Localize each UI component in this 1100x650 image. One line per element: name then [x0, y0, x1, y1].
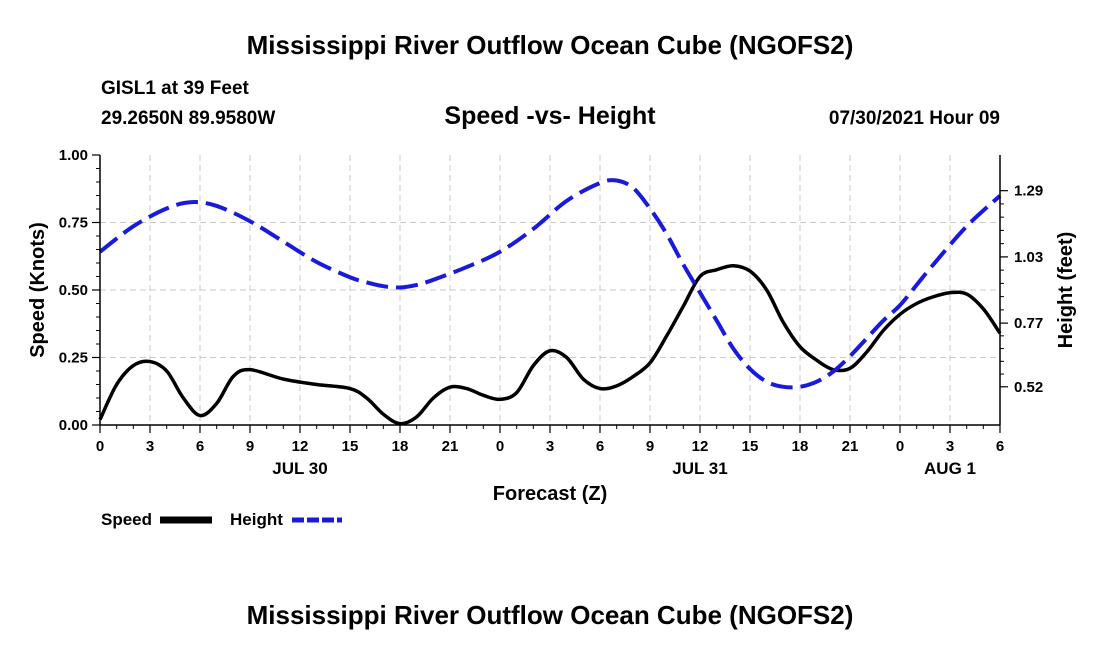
y-axis-label: Speed (Knots): [27, 222, 49, 358]
x-tick-label: 9: [246, 438, 254, 455]
legend: Speed Height: [101, 510, 342, 529]
x-tick-label: 9: [646, 438, 654, 455]
x-tick-label: 6: [996, 438, 1004, 455]
x-tick-label: 12: [292, 438, 309, 455]
date-label: JUL 30: [272, 459, 327, 478]
x-tick-label: 15: [342, 438, 359, 455]
x-tick-label: 0: [896, 438, 904, 455]
y2-axis-label: Height (feet): [1055, 232, 1077, 349]
x-tick-label: 12: [692, 438, 709, 455]
forecast-timestamp: 07/30/2021 Hour 09: [829, 108, 1000, 129]
y-tick-label: 0.50: [59, 282, 88, 299]
y-tick-label: 0.00: [59, 417, 88, 434]
y2-tick-label: 0.77: [1014, 315, 1043, 332]
x-tick-label: 21: [842, 438, 859, 455]
x-tick-label: 6: [196, 438, 204, 455]
legend-speed-label: Speed: [101, 510, 152, 529]
x-tick-label: 0: [496, 438, 504, 455]
tick-labels: 0.00 0.25 0.50 0.75 1.00 0.52 0.77 1.03 1.29 0 3 6 9…: [59, 147, 1043, 478]
y-tick-label: 1.00: [59, 147, 88, 164]
x-tick-label: 6: [596, 438, 604, 455]
x-tick-label: 3: [546, 438, 554, 455]
page-title: Mississippi River Outflow Ocean Cube (NG…: [247, 30, 854, 60]
y2-tick-label: 1.03: [1014, 249, 1043, 266]
x-tick-label: 0: [96, 438, 104, 455]
chart-subtitle: Speed -vs- Height: [444, 102, 656, 130]
x-tick-label: 18: [392, 438, 409, 455]
date-label: AUG 1: [924, 459, 976, 478]
y2-tick-label: 1.29: [1014, 183, 1043, 200]
x-tick-label: 3: [146, 438, 154, 455]
speed-height-chart: Mississippi River Outflow Ocean Cube (NG…: [0, 0, 1100, 650]
date-label: JUL 31: [672, 459, 727, 478]
x-tick-label: 21: [442, 438, 459, 455]
y2-tick-label: 0.52: [1014, 379, 1043, 396]
legend-height-label: Height: [230, 510, 283, 529]
x-tick-label: 3: [946, 438, 954, 455]
x-tick-label: 15: [742, 438, 759, 455]
grid-lines: [100, 155, 1000, 425]
x-tick-label: 18: [792, 438, 809, 455]
station-label: GISL1 at 39 Feet: [101, 78, 250, 99]
footer-title: Mississippi River Outflow Ocean Cube (NG…: [247, 600, 854, 630]
station-coords: 29.2650N 89.9580W: [101, 108, 275, 129]
y-tick-label: 0.75: [59, 215, 88, 232]
y-tick-label: 0.25: [59, 350, 88, 367]
x-axis-label: Forecast (Z): [493, 483, 607, 505]
